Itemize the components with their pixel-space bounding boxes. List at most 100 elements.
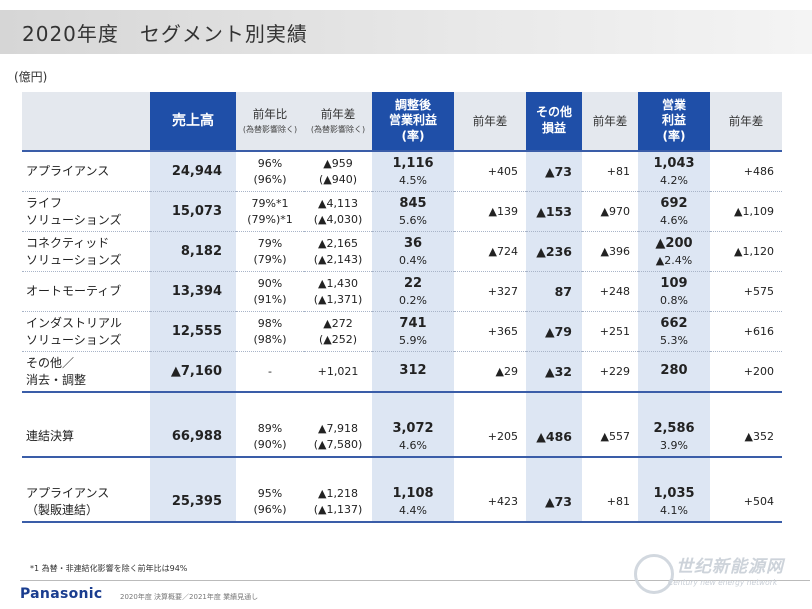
yoy-diff-cell: ▲272 (▲252) (304, 311, 372, 352)
adj-op-cell-sub: 0.2% (399, 293, 427, 307)
yoy-ratio-cell: 79%*1 (79%)*1 (236, 191, 304, 232)
adj-op-diff-cell: +205 (454, 417, 526, 458)
yoy-diff-cell-sub: (▲1,137) (313, 502, 363, 516)
yoy-diff-cell-sub: (▲940) (318, 172, 358, 186)
segment-name: アプライアンス (22, 151, 150, 192)
yoy-diff-cell-main: ▲2,165 (318, 237, 358, 251)
adj-op-diff-cell: +365 (454, 311, 526, 352)
table-row: アプライアンス （製販連結） 25,395 95% (96%) ▲1,218 (▲1,13… (22, 482, 782, 523)
op-cell-sub: ▲2.4% (655, 253, 693, 267)
adj-op-diff-cell: +423 (454, 482, 526, 523)
segment-name: ライフ ソリューションズ (22, 191, 150, 232)
op-cell-sub: 0.8% (660, 293, 688, 307)
other-diff-cell: ▲396 (582, 231, 638, 272)
op-diff-cell: +616 (710, 311, 782, 352)
adj-op-cell: 3,072 4.6% (372, 417, 454, 458)
header-adj-op-diff: 前年差 (454, 92, 526, 152)
op-diff-cell: ▲1,109 (710, 191, 782, 232)
op-cell-main: 692 (660, 195, 688, 211)
table-row: オートモーティブ 13,394 90% (91%) ▲1,430 (▲1,371) 22 0.… (22, 271, 782, 312)
yoy-diff-cell: ▲2,165 (▲2,143) (304, 231, 372, 272)
yoy-diff-cell-main: ▲4,113 (318, 197, 358, 211)
yoy-ratio-cell-sub: (91%) (253, 292, 287, 306)
yoy-ratio-cell: - (236, 351, 304, 393)
yoy-ratio-cell-main: 79%*1 (251, 197, 289, 211)
header-op: 営業 利益 (率) (638, 92, 710, 152)
segment-name: アプライアンス （製販連結） (22, 482, 150, 523)
op-cell-main: 1,043 (653, 155, 695, 171)
adj-op-cell-sub: 4.4% (399, 503, 427, 517)
watermark-text: 世纪新能源网 (676, 557, 784, 577)
adj-op-cell-main: 1,116 (392, 155, 434, 171)
yoy-diff-cell: ▲1,218 (▲1,137) (304, 482, 372, 523)
segment-name: オートモーティブ (22, 271, 150, 312)
other-cell: 87 (526, 271, 582, 312)
yoy-ratio-cell: 98% (98%) (236, 311, 304, 352)
yoy-ratio-cell: 79% (79%) (236, 231, 304, 272)
adj-op-cell: 1,116 4.5% (372, 151, 454, 192)
yoy-diff-cell-main: ▲7,918 (318, 422, 358, 436)
adj-op-diff-cell: +405 (454, 151, 526, 192)
op-cell: 692 4.6% (638, 191, 710, 232)
header-sales: 売上高 (150, 92, 236, 152)
header-yoy-ratio: 前年比 (為替影響除く) (236, 92, 304, 152)
yoy-ratio-cell-sub: (96%) (253, 502, 287, 516)
bottom-note: 2020年度 決算概要／2021年度 業績見通し (120, 593, 259, 601)
op-cell-sub: 3.9% (660, 438, 688, 452)
yoy-diff-cell-sub: (▲4,030) (313, 212, 363, 226)
adj-op-cell-main: 22 (403, 275, 423, 291)
segment-name: その他／ 消去・調整 (22, 351, 150, 393)
adj-op-cell-sub: 4.5% (399, 173, 427, 187)
yoy-ratio-cell-sub: (98%) (253, 332, 287, 346)
other-diff-cell: ▲557 (582, 417, 638, 458)
op-cell: 662 5.3% (638, 311, 710, 352)
op-diff-cell: +504 (710, 482, 782, 523)
op-cell: 1,043 4.2% (638, 151, 710, 192)
op-cell-main: 1,035 (653, 485, 695, 501)
yoy-diff-cell: ▲7,918 (▲7,580) (304, 417, 372, 458)
other-diff-cell: +229 (582, 351, 638, 393)
segment-name: 連結決算 (22, 417, 150, 458)
table-row: その他／ 消去・調整 ▲7,160 - +1,021 312 ▲29 ▲32 +229 280 +… (22, 351, 782, 393)
header-other: その他 損益 (526, 92, 582, 152)
yoy-ratio-cell-sub: (96%) (253, 172, 287, 186)
sales-cell: 12,555 (150, 311, 236, 352)
adj-op-cell-main: 1,108 (392, 485, 434, 501)
op-cell-main: ▲200 (655, 235, 693, 251)
adj-op-cell: 22 0.2% (372, 271, 454, 312)
other-cell: ▲73 (526, 151, 582, 192)
other-diff-cell: +81 (582, 482, 638, 523)
op-cell: 109 0.8% (638, 271, 710, 312)
op-cell-sub: 5.3% (660, 333, 688, 347)
other-diff-cell: +248 (582, 271, 638, 312)
yoy-ratio-cell-main: 95% (257, 487, 283, 501)
sales-cell: 8,182 (150, 231, 236, 272)
sales-cell: 13,394 (150, 271, 236, 312)
spacer-row (22, 392, 782, 417)
yoy-diff-cell-sub: (▲7,580) (313, 437, 363, 451)
yoy-ratio-cell: 96% (96%) (236, 151, 304, 192)
op-cell: 1,035 4.1% (638, 482, 710, 523)
op-cell-sub: 4.2% (660, 173, 688, 187)
op-diff-cell: +486 (710, 151, 782, 192)
title-bar: 2020年度 セグメント別実績 (0, 10, 812, 54)
other-diff-cell: +251 (582, 311, 638, 352)
table-row: インダストリアル ソリューションズ 12,555 98% (98%) ▲272 (▲252… (22, 311, 782, 352)
op-cell-sub: 4.6% (660, 213, 688, 227)
yoy-ratio-cell-sub: (79%)*1 (247, 212, 293, 226)
adj-op-cell-main: 845 (399, 195, 427, 211)
yoy-diff-cell-main: +1,021 (317, 364, 359, 378)
op-cell: ▲200 ▲2.4% (638, 231, 710, 272)
segment-name: コネクティッド ソリューションズ (22, 231, 150, 272)
yoy-ratio-cell-main: 89% (257, 422, 283, 436)
adj-op-diff-cell: ▲29 (454, 351, 526, 393)
other-diff-cell: ▲970 (582, 191, 638, 232)
page-title: 2020年度 セグメント別実績 (22, 22, 308, 46)
adj-op-cell-sub: 5.9% (399, 333, 427, 347)
adj-op-cell-main: 741 (399, 315, 427, 331)
segment-table: 売上高 前年比 (為替影響除く) 前年差 (為替影響除く) 調整後 営業利益 (率)… (22, 92, 782, 523)
yoy-diff-cell-sub: (▲2,143) (313, 252, 363, 266)
header-row: 売上高 前年比 (為替影響除く) 前年差 (為替影響除く) 調整後 営業利益 (率)… (22, 92, 782, 152)
adj-op-cell: 312 (372, 351, 454, 393)
adj-op-cell: 741 5.9% (372, 311, 454, 352)
